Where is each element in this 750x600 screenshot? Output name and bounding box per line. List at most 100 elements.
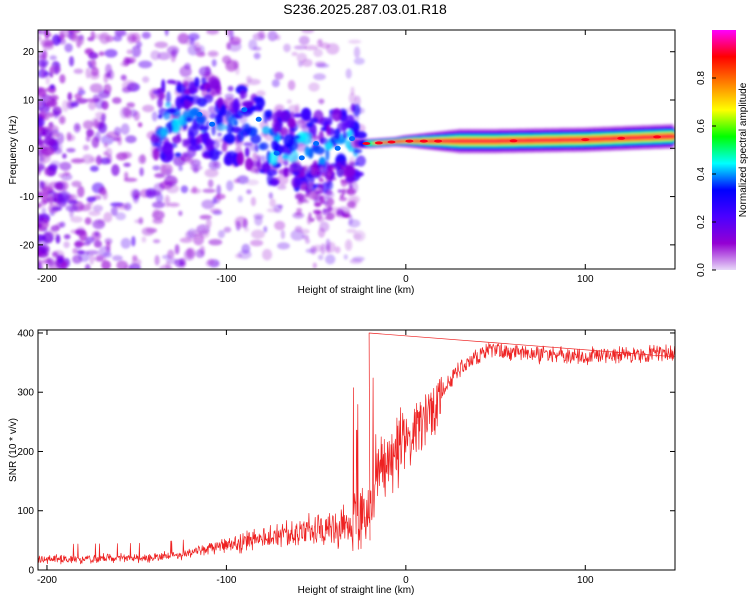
spectrogram-noise-blob <box>212 197 218 205</box>
spectrogram-cluster-blob <box>244 147 250 158</box>
spectrogram-cluster-blob <box>165 91 171 105</box>
spectrogram-noise-blob <box>70 229 83 234</box>
spectrogram-noise-blob <box>101 260 111 269</box>
spectrogram-noise-blob <box>208 160 221 171</box>
spectrogram-noise-blob <box>253 213 264 220</box>
spectrogram-noise-blob <box>63 241 70 249</box>
spectrogram-noise-blob <box>69 193 78 202</box>
spectrogram-noise-blob <box>250 196 257 207</box>
spectrogram-noise-blob <box>67 92 73 102</box>
spectrogram-noise-blob <box>56 254 64 261</box>
spectrogram-noise-blob <box>78 34 85 45</box>
spectrogram-noise-blob <box>41 128 47 136</box>
spectrogram-cluster-blob <box>312 160 318 169</box>
spectrogram-hotspot <box>653 135 662 139</box>
spectrogram-noise-blob <box>112 255 123 262</box>
spectrogram-noise-blob <box>174 244 180 255</box>
spectrogram-hotspot <box>241 107 248 113</box>
spectrogram-cluster-blob <box>300 182 309 191</box>
spectrogram-cluster-blob <box>262 126 271 135</box>
spectrogram-noise-blob <box>85 67 91 79</box>
spectrogram-noise-blob <box>134 219 144 224</box>
spectrogram-cluster-blob <box>241 100 254 108</box>
spectrogram-cluster-blob <box>203 150 213 157</box>
spectrogram-noise-blob <box>77 185 85 198</box>
spectrogram-hotspot <box>334 145 341 151</box>
spectrogram-cluster-blob <box>345 164 354 170</box>
spectrogram-noise-blob <box>67 30 81 34</box>
spectrogram-noise-blob <box>126 49 133 55</box>
spectrogram-cluster-blob <box>340 164 344 170</box>
spectrogram-y-tick-label: 10 <box>23 96 35 107</box>
spectrogram-y-tick-label: 0 <box>28 144 34 155</box>
spectrogram-noise-blob <box>49 160 61 167</box>
spectrogram-noise-blob <box>72 248 78 255</box>
spectrogram-cluster-blob <box>216 123 227 131</box>
spectrogram-heatmap <box>38 30 675 269</box>
spectrogram-noise-blob <box>91 136 100 148</box>
spectrogram-cluster-blob <box>192 117 197 131</box>
spectrogram-noise-blob <box>122 80 136 92</box>
spectrogram-noise-blob <box>94 231 100 237</box>
spectrogram-noise-blob <box>195 249 205 258</box>
spectrogram-noise-blob <box>223 226 232 233</box>
spectrogram-noise-blob <box>253 52 261 60</box>
spectrogram-ridge-cell <box>666 134 675 139</box>
spectrogram-noise-blob <box>131 45 142 58</box>
spectrogram-cluster-blob <box>183 98 191 111</box>
spectrogram-noise-blob <box>113 126 122 136</box>
spectrogram-noise-blob <box>114 30 128 37</box>
spectrogram-cluster-blob <box>322 208 328 213</box>
spectrogram-noise-blob <box>115 203 130 210</box>
spectrogram-cluster-blob <box>320 126 328 132</box>
spectrogram-noise-blob <box>166 184 180 194</box>
spectrogram-noise-blob <box>207 258 215 266</box>
spectrogram-noise-blob <box>77 89 86 96</box>
spectrogram-cluster-blob <box>157 114 163 119</box>
spectrogram-cluster-blob <box>157 97 164 109</box>
spectrogram-noise-blob <box>348 219 361 228</box>
spectrogram-noise-blob <box>85 250 99 255</box>
spectrogram-cluster-blob <box>304 146 310 157</box>
spectrogram-noise-blob <box>353 230 366 242</box>
colorbar-label: Normalized spectral amplitude <box>738 82 749 217</box>
snr-y-tick-label: 300 <box>17 388 34 399</box>
spectrogram-noise-blob <box>334 246 341 254</box>
spectrogram-cluster-blob <box>341 188 346 196</box>
spectrogram-cluster-blob <box>195 115 207 123</box>
spectrogram-noise-blob <box>196 51 206 57</box>
spectrogram-hotspot <box>313 141 320 146</box>
spectrogram-noise-blob <box>103 212 113 223</box>
spectrogram-noise-blob <box>266 208 280 213</box>
spectrogram-cluster-blob <box>325 147 330 161</box>
spectrogram-noise-blob <box>84 263 91 269</box>
spectrogram-cluster-blob <box>334 128 341 140</box>
spectrogram-noise-blob <box>38 165 46 170</box>
spectrogram-noise-blob <box>349 258 363 264</box>
spectrogram-noise-blob <box>117 135 122 146</box>
spectrogram-cluster-blob <box>320 166 324 171</box>
spectrogram-noise-blob <box>280 229 286 240</box>
spectrogram-noise-blob <box>66 148 76 153</box>
spectrogram-y-tick-label: -10 <box>20 192 35 203</box>
spectrogram-cluster-blob <box>337 168 345 177</box>
spectrogram-cluster-blob <box>297 193 302 199</box>
spectrogram-noise-blob <box>343 254 348 260</box>
spectrogram-noise-blob <box>274 220 286 231</box>
spectrogram-cluster-blob <box>150 134 160 143</box>
spectrogram-cluster-blob <box>318 178 325 183</box>
spectrogram-noise-blob <box>53 107 60 119</box>
spectrogram-cluster-blob <box>305 164 310 174</box>
snr-x-tick-label: 100 <box>577 575 594 586</box>
spectrogram-noise-blob <box>251 229 265 239</box>
snr-y-tick-label: 0 <box>28 566 34 577</box>
spectrogram-cluster-blob <box>226 122 234 134</box>
spectrogram-noise-blob <box>78 204 92 212</box>
spectrogram-noise-blob <box>64 43 73 53</box>
spectrogram-noise-blob <box>90 66 99 77</box>
spectrogram-noise-blob <box>246 189 252 195</box>
spectrogram-noise-blob <box>152 165 161 171</box>
spectrogram-noise-blob <box>296 118 306 129</box>
spectrogram-noise-blob <box>250 167 259 174</box>
